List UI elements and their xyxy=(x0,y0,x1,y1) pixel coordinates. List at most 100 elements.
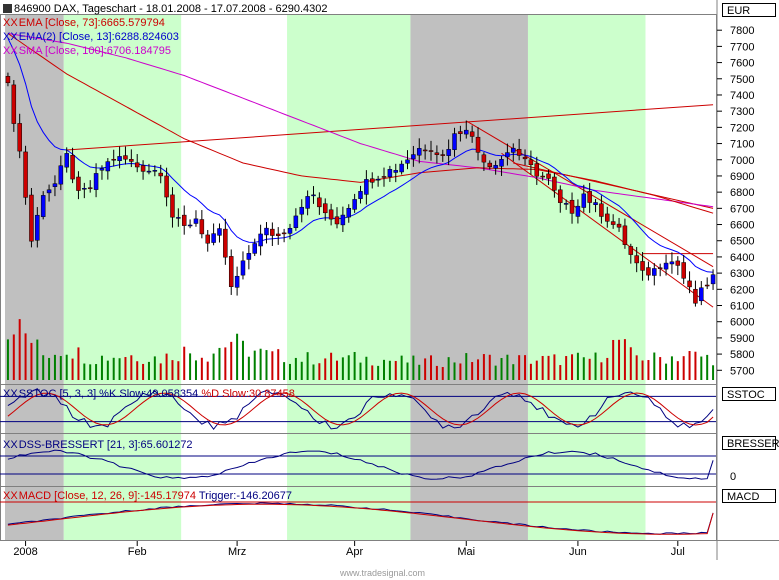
candle-body xyxy=(681,262,686,279)
volume-bar xyxy=(106,360,109,380)
dss-zero-text: 0 xyxy=(730,471,737,483)
volume-bar xyxy=(388,360,391,380)
candle-body xyxy=(522,156,528,160)
volume-bar xyxy=(271,351,274,380)
legend-ema73-text: EMA [Close, 73]:6665.579794 xyxy=(18,17,165,29)
legend-macd[interactable]: XXMACD [Close, 12, 26, 9]:-145.17974 Tri… xyxy=(3,490,292,502)
background-band-1 xyxy=(63,14,182,540)
legend-sstoc[interactable]: XXSSTOC [5, 3, 3] %K Slow:49.058354 %D S… xyxy=(3,388,295,400)
macd-scale-label[interactable]: MACD xyxy=(722,489,776,503)
volume-bar xyxy=(512,364,515,380)
price-tick-label-3: 6000 xyxy=(730,317,754,329)
macd-panel-lines xyxy=(0,501,716,535)
candle-body xyxy=(11,84,17,124)
candle-body xyxy=(164,175,169,198)
legend-ema13-remove-icon[interactable]: XX xyxy=(3,31,18,43)
volume-bar xyxy=(165,353,168,380)
legend-sstoc-d-text: %D Slow:30.87458 xyxy=(201,388,295,400)
volume-bar xyxy=(412,355,415,380)
background-band-4 xyxy=(410,14,528,540)
candle-body xyxy=(23,151,28,198)
volume-bar xyxy=(77,347,80,380)
candle-body xyxy=(446,149,451,156)
legend-ema73[interactable]: XXEMA [Close, 73]:6665.579794 xyxy=(3,17,165,29)
legend-ema73-remove-icon[interactable]: XX xyxy=(3,17,18,29)
legend-macd-trigger-text: Trigger:-146.20677 xyxy=(198,490,293,502)
legend-dss[interactable]: XXDSS-BRESSERT [21, 3]:65.601272 xyxy=(3,439,193,451)
legend-macd-text: MACD [Close, 12, 26, 9]:-145.17974 xyxy=(18,490,197,502)
candle-body xyxy=(299,206,304,215)
candle-body xyxy=(205,234,210,244)
time-axis-ticks: 2008 Feb Mrz Apr Mai Jun Jul xyxy=(13,541,685,558)
volume-bar xyxy=(471,362,474,380)
volume-bar xyxy=(265,350,268,380)
volume-bar xyxy=(641,360,644,380)
volume-bar xyxy=(418,364,421,380)
candle-body xyxy=(52,183,58,187)
price-tick-label-19: 7600 xyxy=(730,58,754,70)
legend-macd-remove-icon[interactable]: XX xyxy=(3,490,18,502)
volume-bar xyxy=(594,352,597,380)
legend-ema13-text: EMA(2) [Close, 13]:6288.824603 xyxy=(18,31,179,43)
candle-body xyxy=(563,203,569,205)
candle-body xyxy=(422,149,428,152)
price-tick-label-20: 7700 xyxy=(730,41,754,53)
candle-body xyxy=(264,227,269,236)
candle-body xyxy=(605,213,610,222)
candle-body xyxy=(464,129,469,135)
candle-body xyxy=(381,176,387,178)
volume-bar xyxy=(95,364,98,380)
candle-body xyxy=(322,203,328,214)
volume-bar xyxy=(406,362,409,380)
candle-body xyxy=(223,228,228,258)
candle-body xyxy=(663,262,669,270)
legend-sstoc-remove-icon[interactable]: XX xyxy=(3,388,18,400)
volume-bar xyxy=(612,339,615,380)
candle-body xyxy=(17,123,22,152)
volume-bar xyxy=(441,367,444,380)
volume-bar xyxy=(200,357,203,380)
candle-body xyxy=(599,203,604,217)
candle-body xyxy=(111,158,116,161)
candle-body xyxy=(270,228,275,236)
candle-body xyxy=(458,131,463,134)
candle-body xyxy=(540,175,545,178)
currency-label[interactable]: EUR xyxy=(722,3,776,17)
volume-bar xyxy=(618,339,621,380)
price-tick-label-12: 6900 xyxy=(730,171,754,183)
time-tick-label-6: Jul xyxy=(671,546,685,558)
chart-title-text: 846900 DAX, Tageschart - 18.01.2008 - 17… xyxy=(14,3,328,15)
dss-scale-label[interactable]: BRESSERT xyxy=(722,436,779,450)
volume-bar xyxy=(712,365,715,380)
candle-body xyxy=(569,199,575,214)
volume-bar xyxy=(171,360,174,380)
legend-dss-remove-icon[interactable]: XX xyxy=(3,439,18,451)
background-band-5 xyxy=(527,14,646,540)
candle-body xyxy=(469,131,475,137)
candle-body xyxy=(417,148,422,156)
volume-bar xyxy=(559,365,562,380)
candle-body xyxy=(370,178,375,183)
candle-body xyxy=(428,150,434,152)
volume-bar xyxy=(670,356,673,380)
volume-bar xyxy=(365,356,368,380)
dss-scale-text: BRESSERT xyxy=(727,438,779,450)
candle-body xyxy=(228,256,234,287)
candle-body xyxy=(64,153,69,168)
sstoc-scale-label[interactable]: SSTOC xyxy=(722,387,776,401)
volume-bar xyxy=(283,362,286,380)
legend-sma100[interactable]: XXSMA [Close, 100]:6706.184795 xyxy=(3,45,171,57)
time-tick-label-3: Apr xyxy=(346,546,363,558)
volume-bar xyxy=(6,339,9,380)
volume-bar xyxy=(453,362,456,380)
candle-body xyxy=(622,225,628,245)
legend-sma100-remove-icon[interactable]: XX xyxy=(3,45,18,57)
price-tick-label-0: 5700 xyxy=(730,365,754,377)
ema73-line xyxy=(7,32,714,214)
legend-ema13[interactable]: XXEMA(2) [Close, 13]:6288.824603 xyxy=(3,31,179,43)
candle-body xyxy=(581,193,587,208)
candle-body xyxy=(258,233,263,247)
candle-body xyxy=(399,163,404,173)
volume-bar xyxy=(424,358,427,380)
